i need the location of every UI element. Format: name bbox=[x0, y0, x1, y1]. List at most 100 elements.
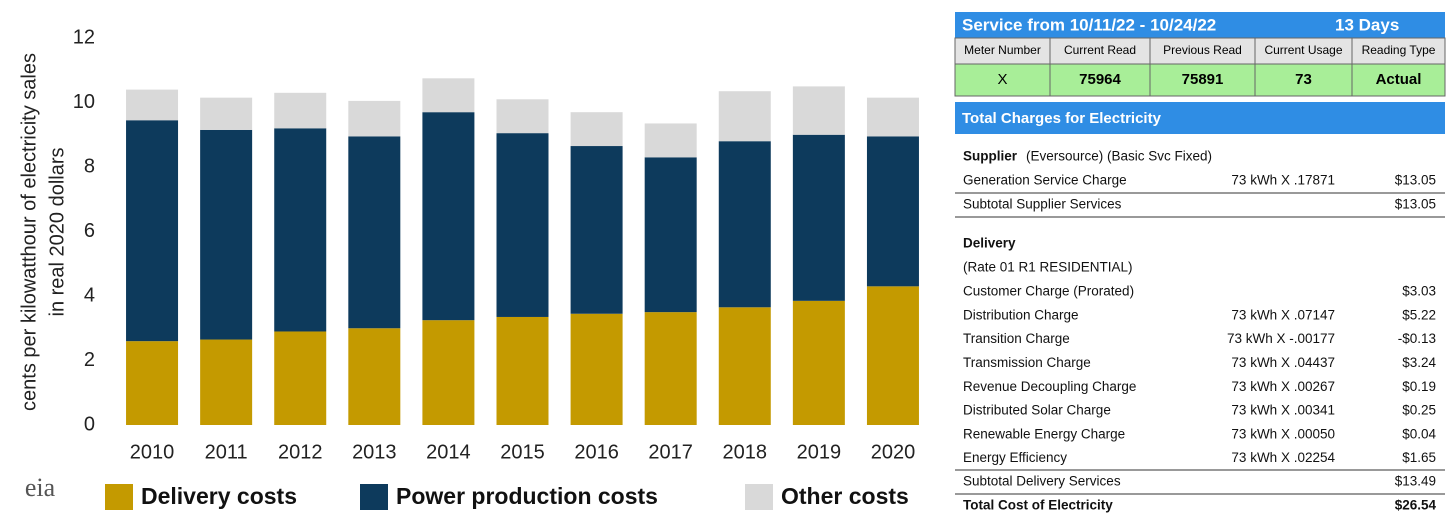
bar-segment bbox=[496, 316, 549, 425]
meter-header: Current Read bbox=[1064, 43, 1136, 57]
meter-header: Previous Read bbox=[1163, 43, 1242, 57]
bar-segment bbox=[718, 141, 771, 308]
charge-amount: $5.22 bbox=[1402, 307, 1436, 322]
bar-segment bbox=[866, 97, 919, 137]
charge-amount: $13.05 bbox=[1395, 173, 1436, 188]
x-tick-label: 2015 bbox=[500, 441, 545, 463]
bar-segment bbox=[718, 91, 771, 142]
bar-segment bbox=[200, 129, 253, 340]
meter-header: Reading Type bbox=[1362, 43, 1436, 57]
total: Total Cost of Electricity bbox=[963, 498, 1113, 513]
meter-header: Meter Number bbox=[964, 43, 1041, 57]
meter-header: Current Usage bbox=[1264, 43, 1342, 57]
charge: Generation Service Charge bbox=[963, 173, 1127, 188]
x-tick-label: 2016 bbox=[574, 441, 619, 463]
delivery-label: Delivery bbox=[963, 236, 1016, 251]
meter-value: 73 bbox=[1295, 71, 1312, 88]
service-period: Service from 10/11/22 - 10/24/22 bbox=[962, 15, 1216, 34]
bar-segment bbox=[126, 341, 179, 425]
charge-amount: $0.04 bbox=[1402, 426, 1436, 441]
x-tick-label: 2020 bbox=[871, 441, 916, 463]
bar-segment bbox=[792, 300, 845, 425]
legend-label: Other costs bbox=[781, 483, 909, 509]
y-tick-label: 4 bbox=[84, 284, 95, 306]
bar-segment bbox=[866, 136, 919, 287]
charge-amount: $3.24 bbox=[1402, 355, 1436, 370]
charge: Transition Charge bbox=[963, 331, 1070, 346]
supplier-detail: (Eversource) (Basic Svc Fixed) bbox=[1026, 149, 1212, 164]
charge: Distribution Charge bbox=[963, 307, 1079, 322]
supplier-label: Supplier bbox=[963, 149, 1018, 164]
x-tick-label: 2013 bbox=[352, 441, 397, 463]
subtotal-amount: $13.05 bbox=[1395, 197, 1436, 212]
x-tick-label: 2012 bbox=[278, 441, 323, 463]
charge: Revenue Decoupling Charge bbox=[963, 379, 1136, 394]
bar-segment bbox=[792, 86, 845, 135]
y-tick-label: 12 bbox=[73, 26, 95, 48]
charge: Distributed Solar Charge bbox=[963, 403, 1111, 418]
bar-segment bbox=[422, 78, 475, 113]
legend-swatch bbox=[105, 484, 133, 510]
bar-segment bbox=[422, 112, 475, 321]
total-amount: $26.54 bbox=[1395, 498, 1437, 513]
charge-rate: 73 kWh X .17871 bbox=[1231, 173, 1335, 188]
x-tick-label: 2011 bbox=[205, 441, 248, 463]
x-tick-label: 2010 bbox=[130, 441, 175, 463]
bar-segment bbox=[570, 146, 623, 314]
charge-rate: 73 kWh X .00050 bbox=[1231, 426, 1335, 441]
legend-label: Power production costs bbox=[396, 483, 658, 509]
rate-label: (Rate 01 R1 RESIDENTIAL) bbox=[963, 260, 1133, 275]
charge: Customer Charge (Prorated) bbox=[963, 284, 1134, 299]
charge: Transmission Charge bbox=[963, 355, 1091, 370]
charge-rate: 73 kWh X .04437 bbox=[1231, 355, 1335, 370]
legend-label: Delivery costs bbox=[141, 483, 297, 509]
charge-amount: $1.65 bbox=[1402, 450, 1436, 465]
bar-segment bbox=[496, 133, 549, 317]
x-tick-label: 2018 bbox=[723, 441, 768, 463]
meter-row bbox=[954, 63, 1446, 97]
bar-segment bbox=[274, 128, 327, 332]
bar-segment bbox=[792, 134, 845, 301]
bar-segment bbox=[496, 99, 549, 134]
subtotal: Subtotal Supplier Services bbox=[963, 197, 1122, 212]
charge-amount: $0.25 bbox=[1402, 403, 1436, 418]
bar-segment bbox=[348, 328, 401, 425]
bar-segment bbox=[866, 286, 919, 425]
bar-segment bbox=[126, 89, 179, 121]
service-bar bbox=[955, 12, 1445, 38]
charge-amount: -$0.13 bbox=[1398, 331, 1436, 346]
charges-bar bbox=[955, 102, 1445, 134]
bar-segment bbox=[570, 112, 623, 147]
bar-segment bbox=[718, 307, 771, 425]
bar-segment bbox=[570, 313, 623, 425]
charge-amount: $0.19 bbox=[1402, 379, 1436, 394]
charge: Energy Efficiency bbox=[963, 450, 1067, 465]
bar-segment bbox=[274, 92, 327, 129]
charge-rate: 73 kWh X .02254 bbox=[1231, 450, 1335, 465]
bar-segment bbox=[348, 100, 401, 137]
logo: eia bbox=[25, 473, 56, 502]
charge-rate: 73 kWh X .07147 bbox=[1231, 307, 1335, 322]
charge-amount: $3.03 bbox=[1402, 284, 1436, 299]
charges-title: Total Charges for Electricity bbox=[962, 110, 1162, 127]
bar-segment bbox=[644, 123, 697, 158]
y-tick-label: 8 bbox=[84, 155, 95, 177]
bar-segment bbox=[200, 339, 253, 425]
charge: Renewable Energy Charge bbox=[963, 426, 1125, 441]
bar-segment bbox=[348, 136, 401, 329]
bar-segment bbox=[644, 312, 697, 425]
y-axis-label: in real 2020 dollars bbox=[46, 148, 68, 317]
charge-rate: 73 kWh X -.00177 bbox=[1227, 331, 1335, 346]
meter-value: 75964 bbox=[1079, 71, 1121, 88]
meter-value: Actual bbox=[1376, 71, 1422, 88]
y-axis-label: cents per kilowatthour of electricity sa… bbox=[18, 53, 40, 411]
bar-segment bbox=[274, 331, 327, 425]
bar-segment bbox=[644, 157, 697, 313]
meter-header bbox=[954, 37, 1446, 65]
legend-swatch bbox=[745, 484, 773, 510]
bar-segment bbox=[126, 120, 179, 342]
subtotal: Subtotal Delivery Services bbox=[963, 474, 1121, 489]
x-tick-label: 2014 bbox=[426, 441, 471, 463]
meter-value: 75891 bbox=[1182, 71, 1224, 88]
